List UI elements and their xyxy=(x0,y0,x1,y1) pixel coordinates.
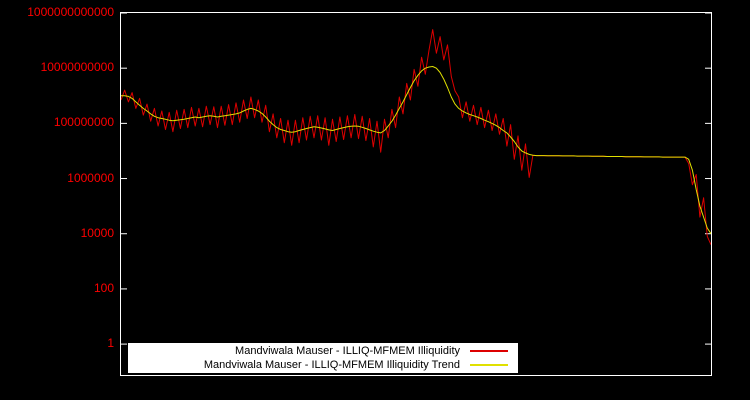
y-axis: 1 100 10000 1000000 100000000 10000000000 1000… xyxy=(0,0,116,400)
legend-entry-illiquidity: Mandviwala Mauser - ILLIQ-MFMEM Illiquid… xyxy=(138,345,508,358)
y-tick-label: 10000 xyxy=(80,225,114,240)
y-tick-label: 100 xyxy=(93,280,114,295)
y-tick-label: 1000000 xyxy=(67,170,114,185)
legend: Mandviwala Mauser - ILLIQ-MFMEM Illiquid… xyxy=(128,343,518,373)
y-tick-label: 10000000000 xyxy=(40,60,114,75)
legend-label-illiquidity: Mandviwala Mauser - ILLIQ-MFMEM Illiquid… xyxy=(235,344,460,357)
plot-canvas xyxy=(120,12,712,345)
plot-area xyxy=(120,12,712,376)
series-line-illiquidity xyxy=(120,29,712,245)
legend-line-sample-trend xyxy=(470,364,508,366)
series-line-illiquidity_trend xyxy=(121,66,712,234)
legend-label-trend: Mandviwala Mauser - ILLIQ-MFMEM Illiquid… xyxy=(203,358,460,371)
y-tick-label: 1 xyxy=(107,336,114,351)
legend-entry-trend: Mandviwala Mauser - ILLIQ-MFMEM Illiquid… xyxy=(138,359,508,372)
y-tick-label: 1000000000000 xyxy=(27,5,114,19)
y-tick-label: 100000000 xyxy=(53,115,114,130)
legend-line-sample-illiquidity xyxy=(470,350,508,352)
